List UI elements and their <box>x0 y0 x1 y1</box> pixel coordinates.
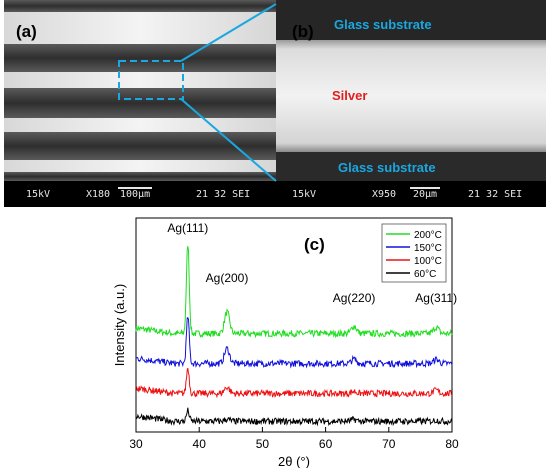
x-tick-label: 30 <box>129 437 143 451</box>
peak-annotation: Ag(200) <box>206 271 249 285</box>
sem-info-bar-b: 15kV X950 20µm 21 32 SEI <box>276 181 546 207</box>
panel-label-c: (c) <box>304 235 325 254</box>
scale-bar <box>410 187 440 189</box>
x-axis-label: 2θ (°) <box>278 454 310 468</box>
x-tick-label: 60 <box>319 437 333 451</box>
image-id: 21 32 SEI <box>468 189 523 200</box>
series-line <box>135 367 453 399</box>
legend-label: 150°C <box>414 243 442 254</box>
series-line <box>135 317 453 369</box>
scale-bar <box>118 187 152 189</box>
glass-substrate-label-top: Glass substrate <box>334 17 432 32</box>
peak-annotation: Ag(111) <box>167 221 208 235</box>
glass-substrate-label-bottom: Glass substrate <box>338 160 436 175</box>
silver-line-closeup <box>276 0 546 181</box>
panel-label-a: (a) <box>16 22 37 41</box>
x-tick-label: 80 <box>445 437 459 451</box>
x-tick-label: 40 <box>193 437 207 451</box>
zoom-connector <box>180 3 277 182</box>
legend-label: 100°C <box>414 256 442 267</box>
scale-value: 20µm <box>413 189 438 200</box>
legend-label: 200°C <box>414 230 442 241</box>
zoom-line-bottom <box>180 98 277 182</box>
magnification: X950 <box>372 189 397 200</box>
series-line <box>135 407 453 427</box>
xrd-chart: 30 40 50 60 70 80 2θ (°) Intensity (a.u.) Ag(111… <box>112 217 459 468</box>
peak-annotation: Ag(311) <box>415 291 457 305</box>
x-tick-label: 70 <box>382 437 396 451</box>
peak-annotation: Ag(220) <box>333 291 376 305</box>
legend-label: 60°C <box>414 269 436 280</box>
accelerating-voltage: 15kV <box>292 189 317 200</box>
y-axis-label: Intensity (a.u.) <box>112 284 127 366</box>
series-line <box>135 246 453 339</box>
zoom-box <box>118 60 184 100</box>
plot-frame <box>135 217 453 433</box>
zoom-line-top <box>180 3 277 62</box>
sem-info-bar-a: 15kV X180 100µm 21 32 SEI <box>4 181 276 207</box>
x-tick-label: 50 <box>256 437 270 451</box>
silver-label: Silver <box>332 88 368 103</box>
image-id: 21 32 SEI <box>196 189 251 200</box>
accelerating-voltage: 15kV <box>26 189 51 200</box>
scale-value: 100µm <box>120 189 151 200</box>
sem-image-b: (b) Glass substrate Silver Glass substra… <box>276 0 546 207</box>
magnification: X180 <box>86 189 111 200</box>
panel-label-b: (b) <box>292 22 314 41</box>
